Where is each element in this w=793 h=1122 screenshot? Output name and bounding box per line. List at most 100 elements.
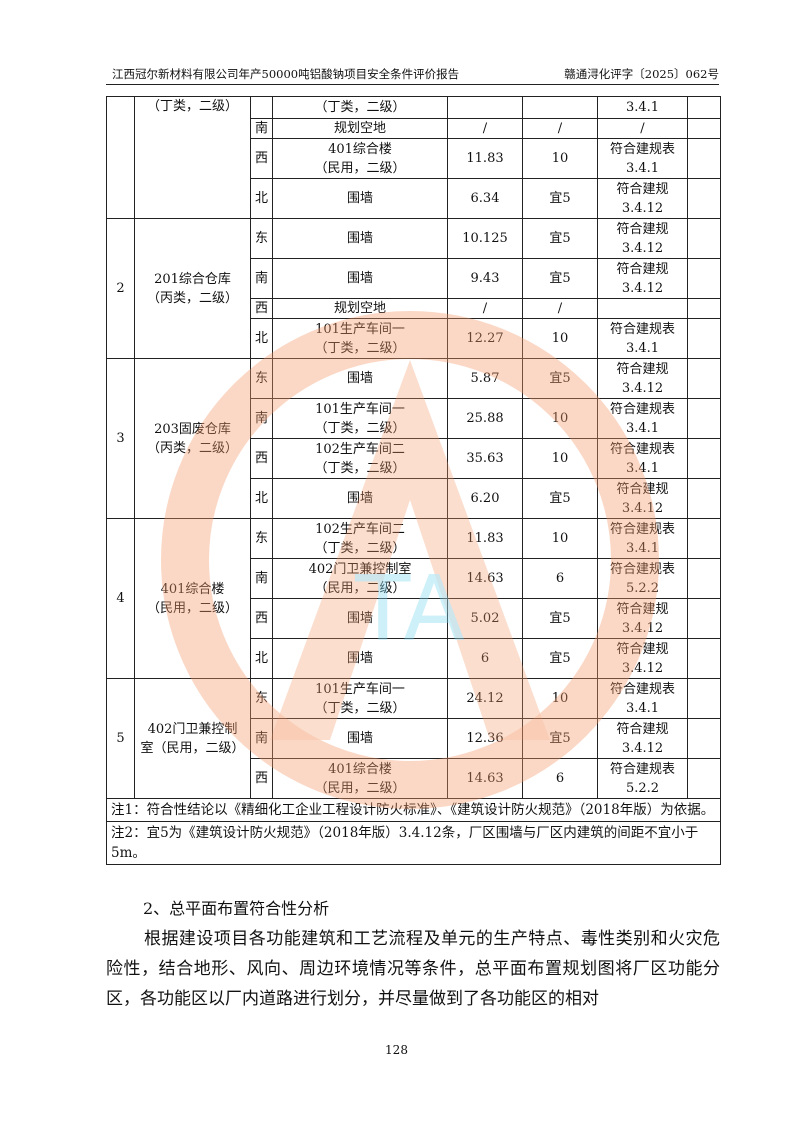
unit-number: 4 [106,518,135,679]
cell-obj: 围墙 [272,178,448,219]
cell-dir: 东 [250,218,273,259]
table-row: 南围墙 9.43 宜5 符合建规 3.4.12 [107,258,721,299]
cell-actual: 5.87 [447,358,523,399]
cell-dir [250,96,273,119]
cell-actual: 35.63 [447,438,523,479]
cell-blank [687,178,721,219]
cell-required: 6 [522,758,598,799]
cell-blank [687,398,721,439]
cell-result: 符合建规 3.4.12 [597,178,688,219]
cell-required: 宜5 [522,258,598,299]
cell-obj: 规划空地 [272,118,448,139]
cell-dir: 北 [250,178,273,219]
cell-result: 符合建规 3.4.12 [597,598,688,639]
cell-dir: 东 [250,358,273,399]
cell-dir: 南 [250,258,273,299]
document-number: 赣通浔化评字〔2025〕062号 [564,67,719,81]
cell-obj: 围墙 [272,358,448,399]
cell-actual: / [447,298,523,319]
cell-dir: 南 [250,558,273,599]
cell-actual: 11.83 [447,518,523,559]
cell-required: 宜5 [522,718,598,759]
table-row: 2 201综合仓库 （丙类，二级）东围墙 10.125 宜5 符合建规 3.4.12 [106,218,721,359]
cell-obj: 围墙 [272,478,448,519]
table-row: 北围墙 6.20 宜5 符合建规 3.4.12 [107,478,721,519]
cell-required: 6 [522,558,598,599]
cell-result: 符合建规 3.4.12 [597,478,688,519]
table-row: 南 402门卫兼控制室 （民用，二级） 14.63 6 符合建规表 5.2.2 [107,558,721,599]
cell-obj: 102生产车间二 （丁类，二级） [272,438,448,479]
cell-result: 符合建规表 3.4.1 [597,138,688,179]
cell-required: 10 [522,138,598,179]
cell-result: / [597,118,688,139]
cell-required: 10 [522,518,598,559]
cell-result: 符合建规表 5.2.2 [597,558,688,599]
unit-number: 5 [106,678,135,799]
cell-dir: 南 [250,398,273,439]
cell-obj: 101生产车间一 （丁类，二级） [272,318,448,359]
cell-required: / [522,118,598,139]
table-row: 北 101生产车间一 （丁类，二级） 12.27 10 符合建规表 3.4.1 [107,318,721,359]
cell-obj: （丁类，二级） [272,96,448,119]
cell-obj: 围墙 [272,598,448,639]
cell-actual: 12.36 [447,718,523,759]
section-paragraph: 根据建设项目各功能建筑和工艺流程及单元的生产特点、毒性类别和火灾危险性，结合地形… [106,929,720,1009]
cell-blank [687,558,721,599]
table-row: 南 101生产车间一 （丁类，二级） 25.88 10 符合建规表 3.4.1 [107,398,721,439]
cell-obj: 规划空地 [272,298,448,319]
cell-dir: 东 [250,678,273,719]
cell-obj: 围墙 [272,718,448,759]
cell-result: 符合建规表 5.2.2 [597,758,688,799]
unit-number: 2 [106,218,135,359]
cell-actual: 6.20 [447,478,523,519]
table-row: 北围墙 6 宜5 符合建规 3.4.12 [107,638,721,679]
cell-actual: 6.34 [447,178,523,219]
table-row: 3 203固废仓库 （丙类，二级）东围墙 5.87 宜5 符合建规 3.4.12 [106,358,721,519]
unit-name: 201综合仓库 （丙类，二级） [134,218,251,359]
cell-actual: 6 [447,638,523,679]
cell-actual: 25.88 [447,398,523,439]
cell-actual: 11.83 [447,138,523,179]
table-row: （丁类，二级） （丁类，二级） 3.4.1 [106,96,721,219]
table-row: 南围墙 12.36 宜5 符合建规 3.4.12 [107,718,721,759]
cell-blank [687,138,721,179]
cell-dir: 南 [250,718,273,759]
cell-blank [687,518,721,559]
cell-actual: 14.63 [447,758,523,799]
unit-name: 401综合楼 （民用，二级） [134,518,251,679]
page-header: 江西冠尔新材料有限公司年产50000吨铝酸钠项目安全条件评价报告 赣通浔化评字〔… [106,66,719,85]
cell-blank [687,638,721,679]
table-note1: 注1：符合性结论以《精细化工企业工程设计防火标准》、《建筑设计防火规范》（201… [106,798,721,822]
fire-spacing-table: （丁类，二级） （丁类，二级） 3.4.1 南规划空地 / / / 西 401综合楼 （民用，二… [106,96,721,865]
cell-required: 10 [522,678,598,719]
cell-required [522,96,598,119]
cell-blank [687,218,721,259]
unit-number [106,96,135,219]
cell-actual: 24.12 [447,678,523,719]
cell-required: 宜5 [522,218,598,259]
cell-dir: 西 [250,598,273,639]
cell-blank [687,258,721,299]
cell-obj: 围墙 [272,258,448,299]
unit-name: 402门卫兼控制 室（民用，二级） [134,678,251,799]
cell-obj: 围墙 [272,638,448,679]
cell-required: 宜5 [522,178,598,219]
table-row: 西 401综合楼 （民用，二级） 11.83 10 符合建规表 3.4.1 [107,138,721,179]
cell-dir: 北 [250,318,273,359]
cell-dir: 东 [250,518,273,559]
cell-required: 宜5 [522,598,598,639]
cell-actual [447,96,523,119]
cell-dir: 西 [250,438,273,479]
cell-actual: 5.02 [447,598,523,639]
cell-required: 宜5 [522,358,598,399]
cell-blank [687,118,721,139]
table-row: 5 402门卫兼控制 室（民用，二级）东 101生产车间一 （丁类，二级） 24.12… [106,678,721,799]
report-title: 江西冠尔新材料有限公司年产50000吨铝酸钠项目安全条件评价报告 [112,67,460,81]
cell-blank [687,598,721,639]
cell-blank [687,758,721,799]
cell-actual: 9.43 [447,258,523,299]
cell-required: 10 [522,398,598,439]
cell-blank [687,318,721,359]
table-row: 北围墙 6.34 宜5 符合建规 3.4.12 [107,178,721,219]
cell-dir: 西 [250,138,273,179]
